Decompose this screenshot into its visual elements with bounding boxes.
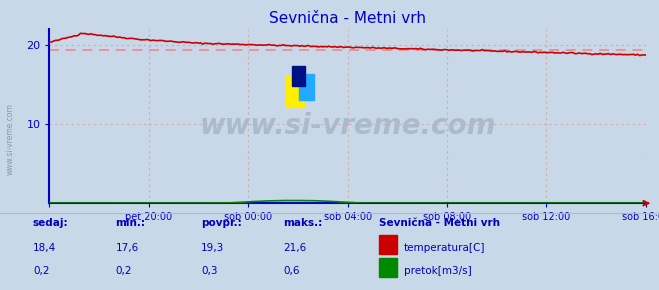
Text: 0,3: 0,3 [201, 266, 217, 276]
Text: min.:: min.: [115, 218, 146, 228]
Text: 0,2: 0,2 [33, 266, 49, 276]
Text: 0,6: 0,6 [283, 266, 300, 276]
Title: Sevnična - Metni vrh: Sevnična - Metni vrh [269, 11, 426, 26]
Text: 0,2: 0,2 [115, 266, 132, 276]
Text: 21,6: 21,6 [283, 243, 306, 253]
Text: maks.:: maks.: [283, 218, 323, 228]
Text: Sevnična - Metni vrh: Sevnična - Metni vrh [379, 218, 500, 228]
Text: pretok[m3/s]: pretok[m3/s] [404, 266, 472, 276]
Text: www.si-vreme.com: www.si-vreme.com [5, 103, 14, 175]
Text: temperatura[C]: temperatura[C] [404, 243, 486, 253]
FancyBboxPatch shape [286, 76, 304, 107]
Text: www.si-vreme.com: www.si-vreme.com [200, 113, 496, 140]
Text: 19,3: 19,3 [201, 243, 224, 253]
Text: 18,4: 18,4 [33, 243, 56, 253]
FancyBboxPatch shape [299, 74, 314, 100]
Text: povpr.:: povpr.: [201, 218, 242, 228]
FancyBboxPatch shape [292, 66, 305, 86]
Text: 17,6: 17,6 [115, 243, 138, 253]
Text: sedaj:: sedaj: [33, 218, 69, 228]
